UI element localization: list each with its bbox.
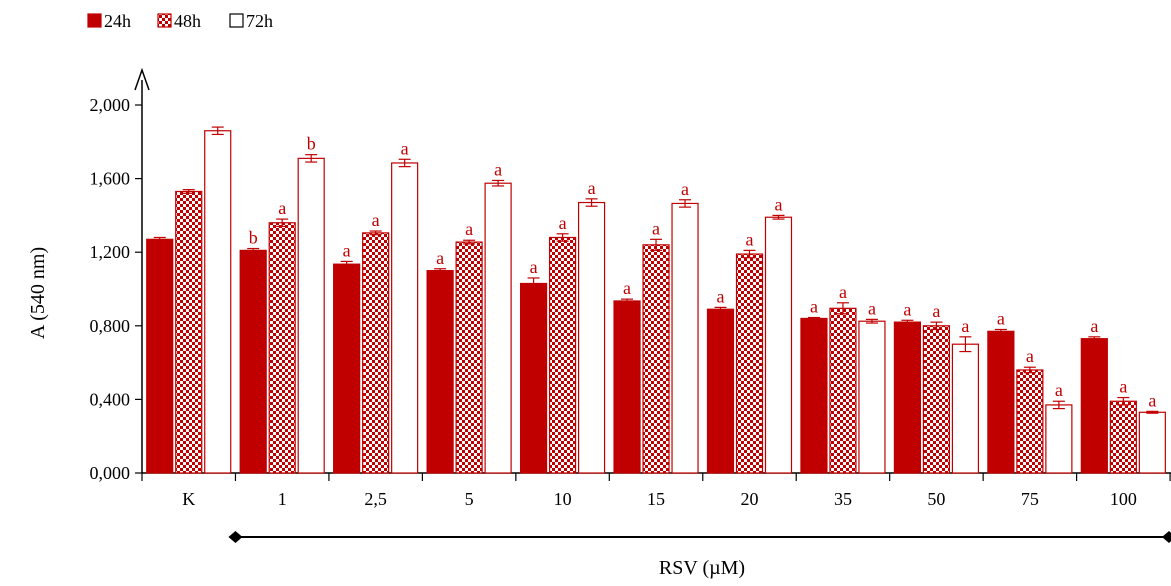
bar-72h [577,201,606,474]
significance-label: a [1090,316,1098,336]
legend-label-72h: 72h [246,11,273,31]
bar-48h [362,232,390,474]
bar-24h [706,308,735,474]
legend-label-24h: 24h [104,11,131,31]
x-tick-label: K [182,489,195,509]
bar-72h [204,130,232,474]
significance-label: a [623,278,631,298]
significance-label: a [372,210,380,230]
bar-24h [987,330,1015,474]
significance-label: a [1148,390,1156,410]
x-axis: K 1 2,5 5 10 15 20 35 50 75 100 [141,472,1171,509]
y-tick-label: 0,400 [90,389,131,409]
bar-48h [1016,369,1044,474]
rsv-range-indicator [228,531,1171,543]
significance-label: a [588,178,596,198]
x-tick-label: 100 [1110,489,1137,509]
legend-swatch-24h [87,13,102,28]
y-tick-label: 0,800 [90,316,131,336]
significance-label: a [494,159,502,179]
legend-swatch-48h [157,13,172,28]
x-tick-label: 35 [834,489,852,509]
legend-swatch-72h [229,13,244,28]
significance-label: a [774,194,782,214]
x-tick-label: 50 [927,489,945,509]
significance-label: a [961,316,969,336]
bar-72h [858,320,886,474]
bar-72h [484,182,512,474]
bar-24h [893,321,922,474]
bar-72h [671,202,699,474]
significance-label: a [436,248,444,268]
bar-72h [764,216,793,474]
x-tick-label: 1 [278,489,287,509]
bar-72h [1045,404,1073,474]
bar-24h [239,249,267,474]
significance-label: a [559,213,567,233]
bar-48h [455,241,483,474]
bar-72h [391,162,419,474]
bar-72h [951,343,980,474]
legend-label-48h: 48h [174,11,201,31]
significance-label: a [652,218,660,238]
bar-24h [800,317,828,474]
significance-label: a [278,198,286,218]
significance-label: a [810,297,818,317]
significance-label: a [903,299,911,319]
diamond-marker-icon [1162,531,1171,543]
bar-48h [735,253,764,474]
bar-48h [642,244,670,474]
significance-label: a [716,286,724,306]
significance-label: b [249,228,258,248]
significance-label: a [530,257,538,277]
bar-48h [268,222,296,474]
x-tick-label: 15 [647,489,665,509]
significance-label: a [1026,346,1034,366]
y-axis-title: A (540 nm) [27,247,49,339]
y-tick-label: 1,600 [90,169,131,189]
bar-24h [613,300,641,474]
y-axis: 0,000 0,400 0,800 1,200 1,600 2,000 [90,67,150,483]
significance-label: a [681,179,689,199]
bar-72h [297,157,325,474]
significance-label: a [343,240,351,260]
y-tick-label: 1,200 [90,242,131,262]
bar-24h [426,270,454,474]
x-tick-label: 2,5 [364,489,387,509]
bar-24h [519,282,548,474]
x-tick-label: 5 [465,489,474,509]
significance-label: b [307,134,316,154]
y-axis-arrow-icon [134,67,150,91]
bar-48h [1109,400,1137,474]
significance-label: a [745,229,753,249]
y-tick-label: 0,000 [90,463,131,483]
bar-72h [1138,411,1166,474]
legend: 24h 48h 72h [87,11,273,31]
bar-48h [829,307,857,474]
x-tick-label: 10 [554,489,572,509]
significance-label: a [1055,380,1063,400]
bar-24h [146,238,174,474]
significance-label: a [1119,377,1127,397]
significance-label: a [868,298,876,318]
bar-24h [1080,338,1108,474]
bar-48h [922,325,951,474]
x-tick-label: 20 [740,489,758,509]
significance-label: a [997,308,1005,328]
bar-24h [333,263,361,474]
x-axis-title: RSV (µM) [659,557,745,579]
significance-label: a [401,138,409,158]
y-tick-label: 2,000 [90,95,131,115]
diamond-marker-icon [228,531,243,543]
significance-label: a [465,219,473,239]
bar-48h [175,190,203,474]
bar-48h [548,236,577,474]
x-tick-label: 75 [1021,489,1039,509]
significance-label: a [932,301,940,321]
significance-label: a [839,282,847,302]
